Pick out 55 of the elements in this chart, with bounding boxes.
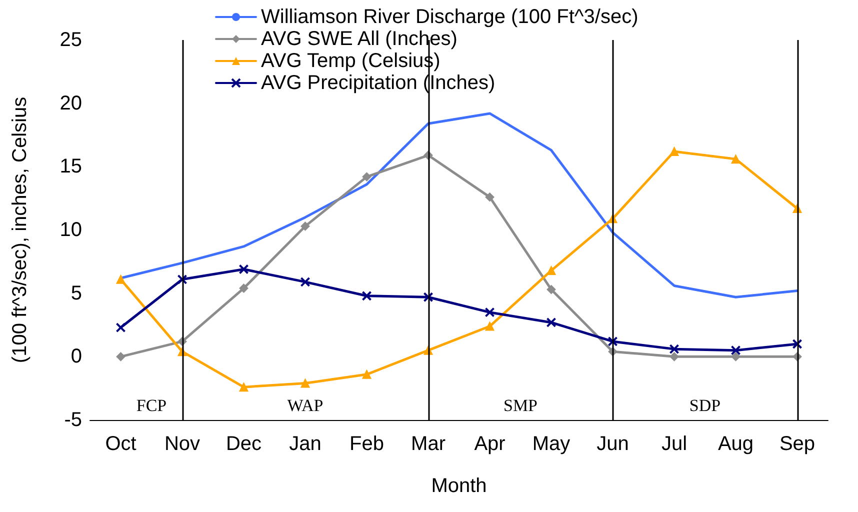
- x-tick-label: Aug: [718, 433, 754, 455]
- point: [484, 307, 495, 318]
- annotation: FCP: [136, 396, 167, 415]
- annotation: SDP: [689, 396, 721, 415]
- point: [239, 382, 248, 392]
- x-tick-label: Nov: [164, 433, 200, 455]
- y-tick-label: 5: [70, 282, 82, 304]
- x-tick-label: Sep: [779, 433, 816, 455]
- point: [669, 344, 680, 354]
- x-tick-label: Jan: [289, 433, 322, 455]
- y-tick-label: 15: [60, 156, 82, 178]
- point: [116, 322, 126, 333]
- y-tick-label: 10: [60, 219, 82, 241]
- point: [239, 284, 248, 293]
- legend-label: Williamson River Discharge (100 Ft^3/sec): [261, 6, 638, 28]
- y-tick-label: 25: [60, 29, 82, 51]
- y-tick-label: 20: [60, 92, 82, 114]
- point: [546, 266, 556, 276]
- point: [300, 378, 310, 388]
- point: [485, 322, 494, 331]
- x-tick-label: Dec: [226, 433, 262, 455]
- point: [546, 285, 556, 294]
- point: [731, 352, 740, 362]
- point: [300, 276, 310, 287]
- x-tick-label: Mar: [411, 433, 446, 455]
- x-tick-label: Apr: [474, 433, 506, 455]
- point: [670, 146, 679, 156]
- point: [362, 290, 372, 301]
- point: [116, 352, 126, 362]
- x-tick-label: Jul: [661, 433, 688, 455]
- x-tick-label: Jun: [596, 433, 629, 455]
- point: [238, 264, 249, 274]
- point: [362, 172, 372, 182]
- x-tick-label: Oct: [105, 433, 137, 455]
- point: [116, 274, 126, 284]
- point: [423, 292, 434, 302]
- point: [792, 339, 802, 349]
- legend-label: AVG SWE All (Inches): [261, 28, 458, 50]
- point: [670, 352, 679, 362]
- annotation: WAP: [287, 396, 324, 415]
- point: [608, 336, 618, 346]
- point: [730, 345, 741, 356]
- point: [485, 192, 494, 202]
- y-tick-label: -5: [64, 409, 82, 431]
- point: [731, 154, 740, 164]
- point: [546, 317, 556, 328]
- x-tick-label: Feb: [350, 433, 384, 455]
- y-tick-label: 0: [70, 346, 82, 368]
- x-tick-label: May: [532, 433, 570, 455]
- point: [300, 222, 310, 231]
- point: [362, 370, 372, 379]
- x-axis-title: Month: [431, 475, 487, 497]
- point: [177, 274, 188, 284]
- annotation: SMP: [503, 396, 538, 415]
- y-axis-title: (100 ft^3/sec), inches, Celsius: [9, 96, 31, 364]
